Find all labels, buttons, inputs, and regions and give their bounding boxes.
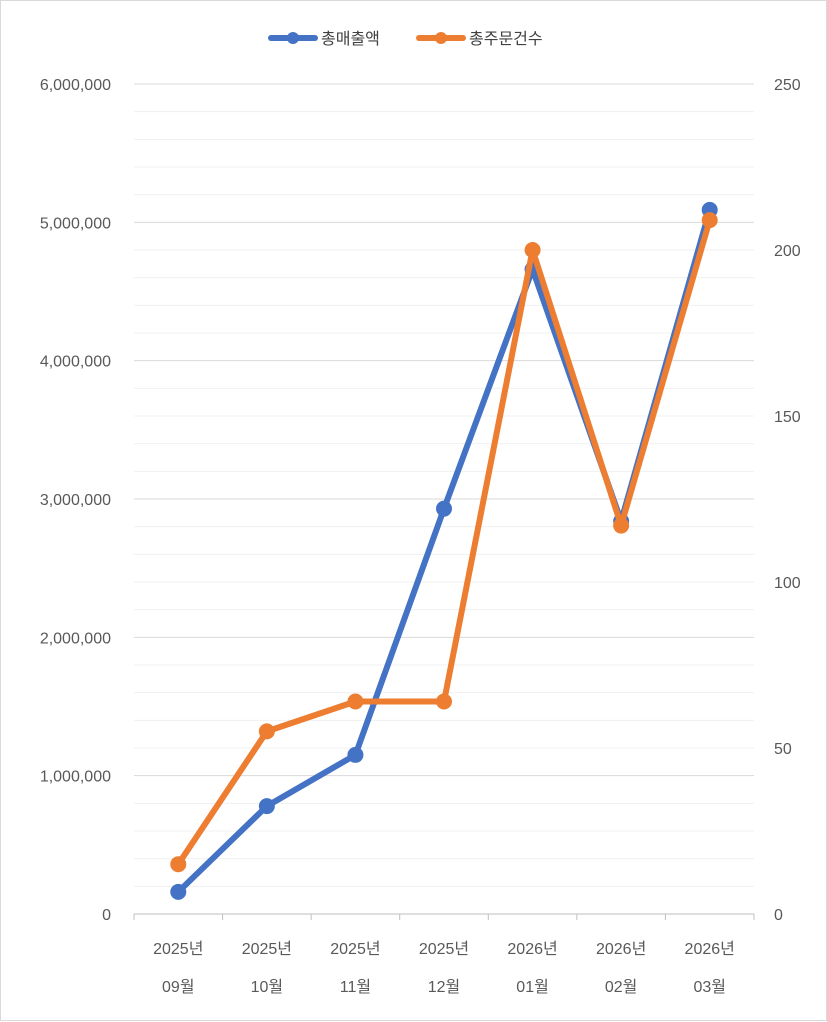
legend: 총매출액 총주문건수 <box>268 29 543 48</box>
series-right <box>170 212 718 873</box>
legend-swatch-marker <box>287 32 299 44</box>
right-axis-tick-label: 100 <box>774 575 801 592</box>
x-axis-tick-label-line: 2025년 <box>153 940 203 958</box>
left-axis-tick-label: 0 <box>102 907 111 924</box>
data-point <box>524 242 541 258</box>
gridlines <box>134 83 754 887</box>
data-point <box>170 856 187 873</box>
series-lines <box>170 201 718 900</box>
axes <box>133 913 755 920</box>
left-axis-tick-labels: 0 1,000,000 2,000,000 3,000,000 4,000,000 5,0… <box>40 77 111 924</box>
series-line <box>175 206 713 895</box>
data-point <box>613 517 630 534</box>
x-axis-tick-label-line: 2026년 <box>596 940 646 958</box>
right-axis-tick-label: 150 <box>774 409 801 426</box>
x-axis-tick-label: 2026년 01월 <box>507 940 557 996</box>
left-axis-tick-label: 6,000,000 <box>40 77 111 94</box>
x-axis-tick-label-line: 2025년 <box>330 940 380 958</box>
x-axis-tick-label-line: 03월 <box>693 978 726 996</box>
x-axis-tick-label-line: 2025년 <box>419 940 469 958</box>
data-point <box>347 746 364 763</box>
x-axis-tick-label-line: 09월 <box>162 978 195 996</box>
data-point <box>258 798 275 815</box>
series-line <box>175 217 713 868</box>
x-axis-tick-label-line: 2026년 <box>685 940 735 958</box>
left-axis-tick-label: 1,000,000 <box>40 769 111 786</box>
x-axis-tick-label-line: 2025년 <box>242 940 292 958</box>
x-axis-tick-label: 2025년 11월 <box>330 940 380 996</box>
left-axis-tick-label: 2,000,000 <box>40 630 111 647</box>
legend-label: 총매출액 <box>321 29 380 48</box>
x-axis-tick-label: 2025년 09월 <box>153 940 203 996</box>
left-axis-tick-label: 5,000,000 <box>40 215 111 232</box>
series-left <box>170 201 718 900</box>
data-point <box>436 693 452 710</box>
x-axis-tick-labels: 2025년 09월 2025년 10월 2025년 11월 2025년 12월 2026년 01월… <box>153 940 735 996</box>
x-axis-tick-label-line: 02월 <box>605 978 638 996</box>
right-axis-tick-label: 50 <box>774 741 792 758</box>
legend-item: 총주문건수 <box>416 29 543 48</box>
data-point <box>436 500 452 517</box>
x-axis-tick-label-line: 01월 <box>516 978 549 996</box>
x-axis-tick-label-line: 12월 <box>428 978 461 996</box>
x-axis-tick-label: 2025년 10월 <box>242 940 292 996</box>
right-axis-tick-label: 200 <box>774 243 801 260</box>
right-axis-tick-labels: 0 50 100 150 200 250 <box>774 77 801 924</box>
x-axis-tick-label: 2025년 12월 <box>419 940 469 996</box>
data-point <box>701 212 718 229</box>
left-axis-tick-label: 4,000,000 <box>40 354 111 371</box>
x-axis-tick-label-line: 10월 <box>251 978 284 996</box>
data-point <box>170 883 187 900</box>
legend-swatch-marker <box>435 32 447 44</box>
x-axis-tick-label: 2026년 02월 <box>596 940 646 996</box>
right-axis-tick-label: 0 <box>774 907 783 924</box>
x-axis-tick-label-line: 2026년 <box>507 940 557 958</box>
x-axis-tick-label-line: 11월 <box>340 978 371 996</box>
left-axis-tick-label: 3,000,000 <box>40 492 111 509</box>
data-point <box>347 693 364 710</box>
data-point <box>258 723 275 740</box>
x-axis-tick-label: 2026년 03월 <box>685 940 735 996</box>
legend-item: 총매출액 <box>268 29 380 48</box>
legend-label: 총주문건수 <box>469 29 543 48</box>
right-axis-tick-label: 250 <box>774 77 801 94</box>
